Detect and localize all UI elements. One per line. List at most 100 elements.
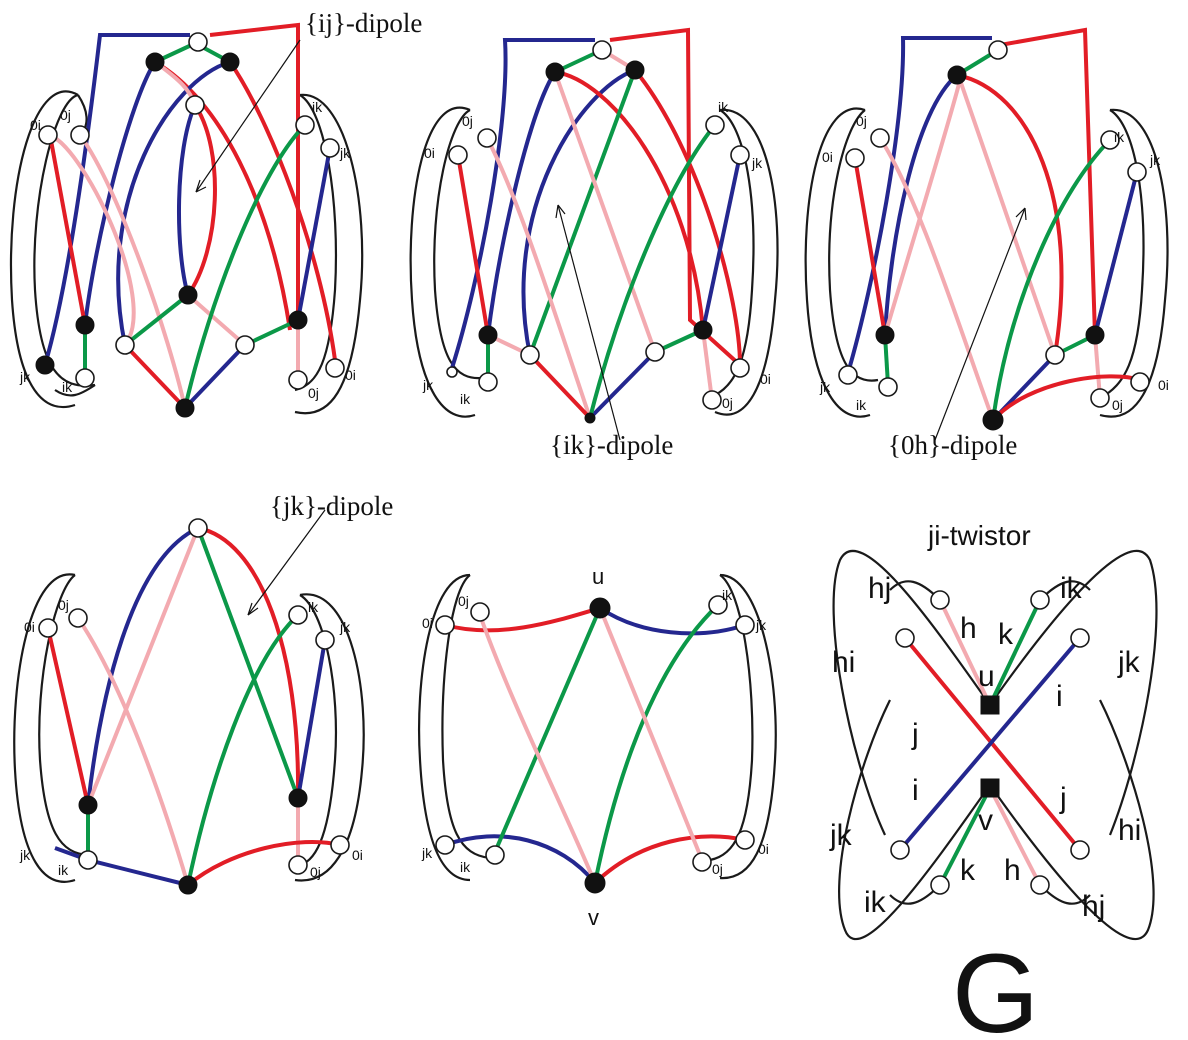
- edge-red: [633, 68, 742, 366]
- white-node: [295, 115, 315, 135]
- label-0j: 0j: [856, 113, 867, 129]
- pointer-arrow: [247, 509, 326, 616]
- label-0i: 0i: [1158, 377, 1169, 393]
- edge-pink: [76, 616, 190, 886]
- edge-red: [554, 70, 705, 331]
- twistor-loop-bottom-right: [989, 699, 1155, 941]
- edge-blue: [598, 606, 746, 636]
- label-ik: ik: [718, 99, 729, 115]
- pointer-arrow-head: [247, 602, 259, 616]
- black-node: [78, 795, 98, 815]
- pointer-arrow-head: [195, 179, 207, 193]
- label-jk: jk: [1117, 646, 1141, 679]
- label-j: j: [1059, 782, 1067, 815]
- node-v-square: [980, 778, 1000, 798]
- white-node: [870, 128, 890, 148]
- node-u-square: [980, 695, 1000, 715]
- white-node: [735, 615, 755, 635]
- loop-left-outer: [417, 573, 471, 882]
- white-node: [330, 835, 350, 855]
- edge-blue: [450, 38, 595, 369]
- white-node: [838, 365, 858, 385]
- label-jk: jk: [829, 819, 853, 852]
- white-node: [115, 335, 135, 355]
- white-node: [477, 128, 497, 148]
- pointer-arrow-head: [1015, 207, 1027, 221]
- white-node: [478, 372, 498, 392]
- edge-blue: [486, 70, 557, 336]
- black-node: [220, 52, 240, 72]
- edge-pink: [78, 133, 187, 409]
- loop-left-outer: [13, 573, 76, 883]
- label-jk: jk: [755, 617, 767, 633]
- label-ik: ik: [62, 379, 73, 395]
- panel-ji-twistor: ji-twistor hj hi ik jk h k u j i i j v j…: [829, 520, 1158, 1040]
- black-node: [175, 398, 195, 418]
- label-i: i: [912, 774, 919, 807]
- loop-left-outer: [9, 90, 79, 409]
- white-node: [315, 630, 335, 650]
- label-0i: 0i: [30, 117, 41, 133]
- panel-ik-dipole: 0i 0j ik jk jk ik 0j 0i {ik}-dipole: [409, 27, 779, 460]
- white-node: [75, 368, 95, 388]
- edge-red: [999, 27, 1097, 336]
- white-node: [1045, 345, 1065, 365]
- edge-red: [444, 606, 601, 633]
- label-0j: 0j: [462, 113, 473, 129]
- label-v: v: [978, 804, 993, 837]
- label-hi: hi: [1118, 814, 1141, 847]
- white-node: [185, 95, 205, 115]
- label-ik: ik: [308, 599, 319, 615]
- label-0j: 0j: [1112, 397, 1123, 413]
- edge-red: [209, 22, 300, 320]
- white-node: [1090, 388, 1110, 408]
- white-node: [730, 358, 750, 378]
- annotation-ij-dipole: {ij}-dipole: [305, 8, 422, 38]
- edge-green: [183, 123, 307, 409]
- label-k: k: [998, 618, 1014, 651]
- edge-red: [123, 343, 187, 410]
- edge-green: [186, 613, 300, 886]
- label-ik: ik: [312, 99, 323, 115]
- white-node: [1030, 590, 1050, 610]
- label-0j: 0j: [712, 861, 723, 877]
- white-node: [930, 590, 950, 610]
- edge-pink: [485, 137, 592, 419]
- white-node: [448, 145, 468, 165]
- black-node: [584, 412, 596, 424]
- edge-green: [123, 293, 190, 347]
- loop-right-inner: [709, 574, 754, 862]
- white-node: [895, 628, 915, 648]
- white-node: [288, 370, 308, 390]
- black-node: [75, 315, 95, 335]
- black-node: [288, 788, 308, 808]
- edge-red: [991, 374, 1141, 422]
- panel-0h-dipole: 0i 0j ik jk jk ik 0j 0i {0h}-dipole: [804, 27, 1169, 460]
- label-0i: 0i: [822, 149, 833, 165]
- white-node: [188, 518, 208, 538]
- loop-left-inner: [33, 93, 96, 387]
- white-node: [520, 345, 540, 365]
- white-node: [705, 115, 725, 135]
- white-node: [70, 125, 90, 145]
- annotation-0h-dipole: {0h}-dipole: [888, 430, 1017, 460]
- white-node: [446, 366, 458, 378]
- label-ik: ik: [722, 587, 733, 603]
- edge-green: [528, 69, 637, 356]
- annotation-ik-dipole: {ik}-dipole: [550, 430, 673, 460]
- black-node: [178, 285, 198, 305]
- label-0j: 0j: [58, 597, 69, 613]
- white-node: [692, 852, 712, 872]
- white-node: [592, 40, 612, 60]
- edge-red: [186, 103, 217, 297]
- label-0j: 0j: [60, 107, 71, 123]
- edge-blue: [1093, 171, 1139, 336]
- edge-pink: [988, 787, 1042, 886]
- white-node: [235, 335, 255, 355]
- loop-left-inner: [433, 109, 483, 380]
- edge-blue: [444, 834, 597, 885]
- label-jk: jk: [339, 619, 351, 635]
- loop-left-inner: [38, 574, 91, 857]
- edge-blue: [177, 104, 197, 296]
